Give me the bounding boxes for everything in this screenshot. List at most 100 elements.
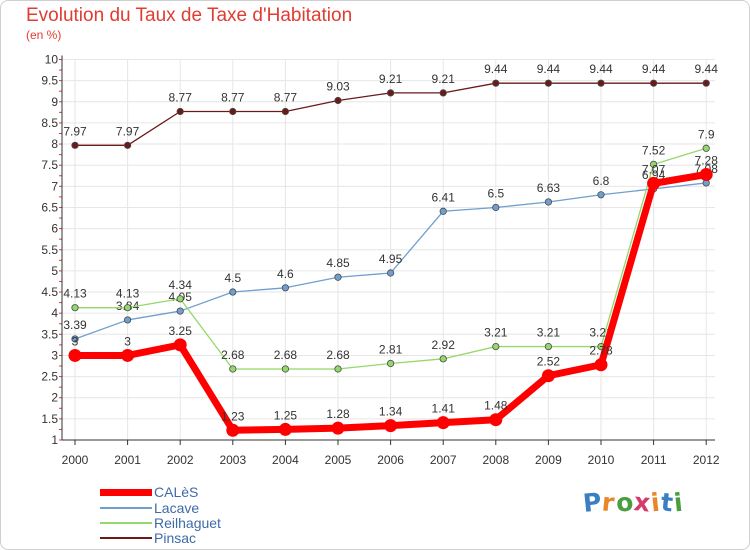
data-label: 7.07 <box>642 162 666 176</box>
data-point <box>176 295 184 303</box>
y-tick-label: 3.5 <box>41 327 58 341</box>
data-label: 1.34 <box>379 405 403 419</box>
data-point <box>124 141 132 149</box>
data-label: 9.44 <box>537 62 561 76</box>
data-label: 9.03 <box>326 80 350 94</box>
data-point <box>121 348 135 362</box>
data-point <box>492 203 500 212</box>
x-tick-label: 2010 <box>588 453 615 467</box>
data-point <box>334 273 342 281</box>
y-tick-label: 8 <box>51 137 58 151</box>
proxiti-logo: Proxiti <box>581 487 685 518</box>
data-label: 1.23 <box>221 409 245 423</box>
legend-label: Lacave <box>154 500 200 516</box>
data-point <box>281 107 289 116</box>
data-point <box>699 167 713 181</box>
data-label: 2.81 <box>379 342 403 356</box>
x-tick-label: 2008 <box>482 453 509 467</box>
data-label: 4.13 <box>116 287 140 301</box>
legend-swatch <box>100 537 152 539</box>
data-point <box>386 269 395 277</box>
data-label: 1.28 <box>326 407 350 421</box>
data-label: 6.63 <box>537 181 561 195</box>
data-label: 4.6 <box>277 267 294 281</box>
legend-label: Pinsac <box>154 530 197 546</box>
legend-label: Reilhaguet <box>154 515 221 531</box>
y-tick-label: 2 <box>51 391 58 405</box>
data-label: 6.5 <box>487 186 504 200</box>
x-tick-label: 2006 <box>377 453 404 467</box>
data-point <box>702 144 710 152</box>
data-label: 3 <box>72 334 79 348</box>
x-tick-label: 2011 <box>641 453 667 467</box>
data-label: 1.48 <box>484 399 508 413</box>
legend-swatch <box>100 488 152 496</box>
data-label: 4.95 <box>379 252 403 266</box>
data-label: 4.34 <box>169 278 193 292</box>
data-point <box>229 288 237 296</box>
data-label: 9.44 <box>589 62 613 76</box>
x-tick-label: 2000 <box>62 453 89 467</box>
data-label: 2.78 <box>589 344 613 358</box>
x-tick-label: 2001 <box>114 453 141 467</box>
legend-swatch <box>100 507 152 509</box>
data-label: 3.21 <box>537 326 561 340</box>
data-label: 9.44 <box>484 62 508 76</box>
data-label: 1.41 <box>432 402 456 416</box>
data-label: 2.52 <box>537 355 561 369</box>
data-label: 8.77 <box>274 91 298 105</box>
x-tick-label: 2005 <box>325 453 352 467</box>
y-tick-label: 4.5 <box>41 285 58 299</box>
legend-item: CALèS <box>100 485 198 499</box>
y-tick-label: 7 <box>51 179 58 193</box>
data-label: 2.92 <box>432 338 456 352</box>
data-label: 9.21 <box>432 72 456 86</box>
y-tick-label: 4 <box>51 306 58 320</box>
data-point <box>68 348 82 362</box>
data-point <box>278 422 292 436</box>
y-tick-label: 7.5 <box>41 158 58 172</box>
y-tick-label: 9.5 <box>41 74 58 88</box>
data-point <box>439 355 447 363</box>
data-point <box>544 198 553 206</box>
data-label: 4.85 <box>326 256 350 270</box>
y-tick-label: 5.5 <box>41 243 58 257</box>
x-tick-label: 2009 <box>535 453 562 467</box>
x-tick-label: 2007 <box>430 453 457 467</box>
data-point <box>281 284 289 292</box>
data-point <box>173 338 187 352</box>
data-point <box>334 96 342 105</box>
x-tick-label: 2003 <box>219 453 246 467</box>
data-label: 3.25 <box>169 324 193 338</box>
data-label: 3 <box>124 334 131 348</box>
data-point <box>71 335 79 343</box>
data-point <box>492 79 500 87</box>
legend-swatch <box>100 522 152 524</box>
data-label: 6.8 <box>593 174 610 188</box>
legend-item: Reilhaguet <box>100 516 221 530</box>
data-label: 7.28 <box>695 153 719 167</box>
data-point <box>124 304 132 312</box>
data-label: 9.44 <box>695 62 719 76</box>
data-label: 6.41 <box>432 190 456 204</box>
data-point <box>649 160 658 168</box>
y-tick-label: 2.5 <box>41 370 58 384</box>
data-point <box>597 79 605 87</box>
data-label: 6.94 <box>642 168 666 182</box>
data-point <box>176 107 184 116</box>
legend-label: CALèS <box>154 484 199 500</box>
data-point <box>124 316 132 324</box>
data-label: 4.13 <box>63 287 87 301</box>
data-point <box>386 89 395 97</box>
data-point <box>71 141 79 149</box>
data-label: 7.97 <box>116 124 140 138</box>
y-tick-label: 1 <box>51 433 58 447</box>
data-point <box>544 79 553 87</box>
data-point <box>544 342 553 351</box>
data-label: 3.39 <box>63 318 87 332</box>
data-point <box>594 358 608 372</box>
data-point <box>229 365 237 373</box>
data-label: 3.21 <box>484 326 508 340</box>
data-point <box>541 369 555 383</box>
x-tick-label: 2004 <box>272 453 299 467</box>
